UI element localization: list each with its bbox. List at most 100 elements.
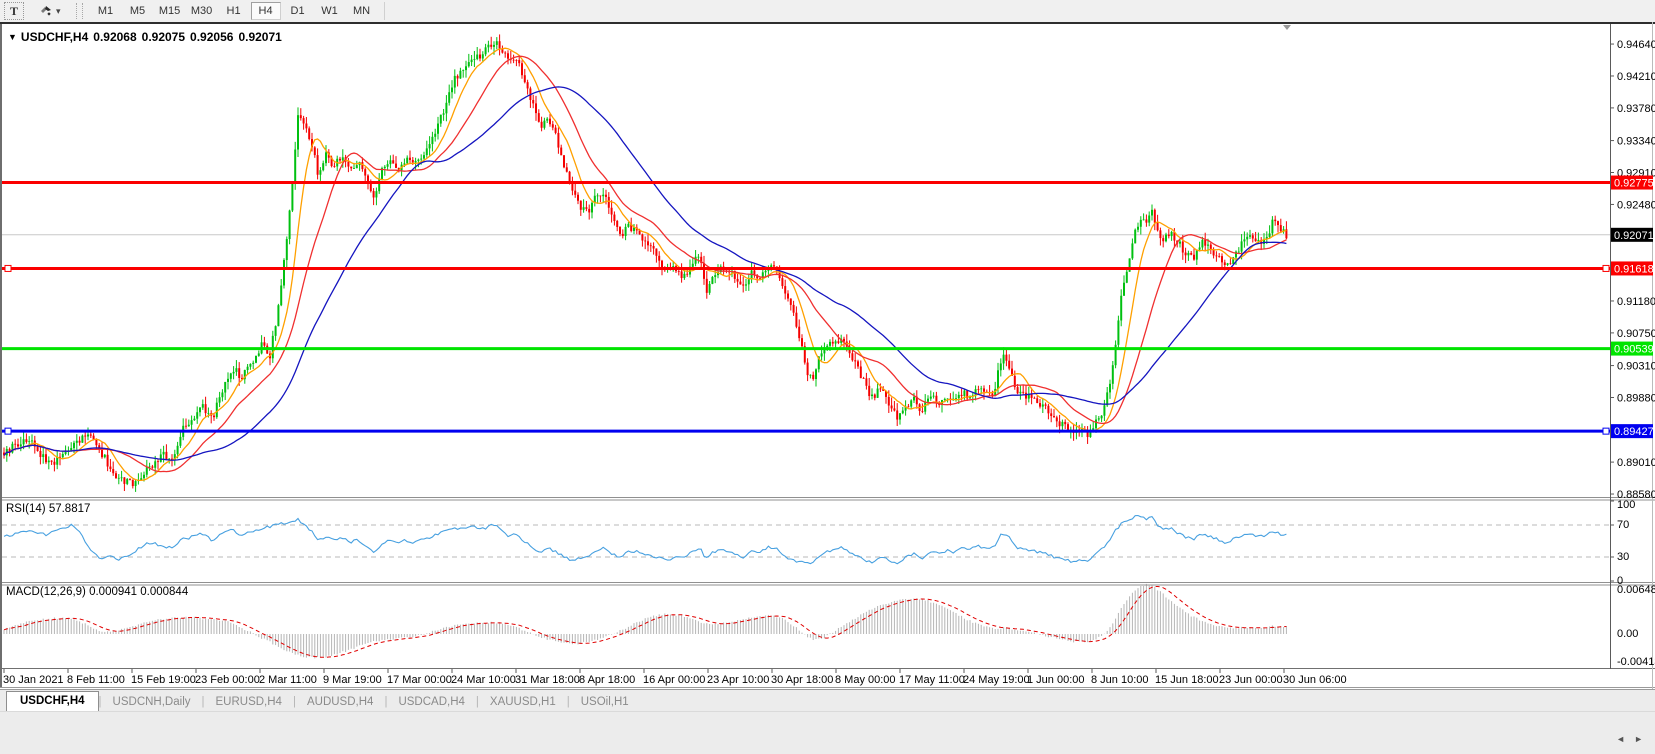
candle-body [789,298,792,305]
bottom-strip: ◄ ► [0,711,1655,754]
candle-body [711,276,714,284]
candle-body [171,458,173,460]
candle-body [963,390,966,396]
candle-body [683,273,686,279]
candle-body [241,377,243,380]
candle-body [70,448,73,452]
candle-body [621,233,624,236]
candle-body [574,190,577,195]
hline-handle[interactable] [1602,427,1610,435]
candle-body [1254,238,1257,242]
candle-body [588,208,591,213]
chart-left-border [0,24,2,687]
candle-body [434,133,437,137]
candle-body [81,435,84,443]
candle-body [801,338,803,347]
candle-body [1237,251,1240,253]
candle-body [179,436,182,446]
candle-body [112,469,115,474]
candle-body [616,220,619,227]
candle-body [1159,230,1162,239]
date-axis[interactable]: 30 Jan 2021 8 Feb 11:00 15 Feb 19:00 23 Feb… [3,669,1347,686]
candle-body [893,408,896,411]
chart-background [0,22,1655,689]
candle-body [983,388,985,392]
tab-scroll-right-icon[interactable]: ► [1634,734,1643,744]
candle-body [1190,252,1193,255]
candle-body [364,169,367,176]
candle-body [624,226,627,236]
candle-body [1027,394,1030,399]
candle-body [537,113,540,122]
candle-body [1120,295,1123,321]
chart-bottom-border [0,687,1655,688]
chart-canvas[interactable]: 0.946400.942100.937800.933400.929100.924… [0,22,1655,689]
candle-body [851,353,854,361]
candle-body [14,443,17,445]
candle-body [647,241,649,246]
chart-tab-eurusd-h4[interactable]: EURUSD,H4 [215,696,282,708]
arrows-dropdown-caret-icon[interactable]: ▾ [56,5,61,16]
timeframe-button-m30[interactable]: M30 [190,5,213,17]
hline-handle[interactable] [4,264,12,272]
chart-tab-usdcnh-daily[interactable]: USDCNH,Daily [112,696,191,708]
chart-tab-xauusd-h1[interactable]: XAUUSD,H1 [489,696,556,708]
candle-body [168,458,171,460]
chart-tabs-bar: USDCHF,H4 | USDCNH,Daily | EURUSD,H4 | AUDUSD,… [0,689,1655,712]
ohlc-close: 0.92071 [238,30,282,44]
candle-body [17,444,19,447]
candle-body [395,163,397,168]
candle-body [652,246,655,249]
hline-handle[interactable] [1602,264,1610,272]
chart-tab-usdcad-h4[interactable]: USDCAD,H4 [398,696,465,708]
timeframe-button-mn[interactable]: MN [352,5,371,17]
date-axis-label: 17 May 11:00 [899,674,965,686]
timeframe-button-w1[interactable]: W1 [321,5,338,17]
chart-tab-audusd-h4[interactable]: AUDUSD,H4 [306,696,374,708]
timeframe-button-h1[interactable]: H1 [226,5,241,17]
chart-tab-usdchf-h4[interactable]: USDCHF,H4 [6,691,99,712]
price-axis-label: 0.89880 [1617,392,1655,404]
candle-body [218,397,221,403]
chart-top-border [0,22,1655,24]
candle-body [946,398,949,400]
candle-body [694,256,697,264]
candle-body [285,239,288,261]
date-axis-label: 2 Mar 11:00 [259,674,317,686]
timeframe-button-m5[interactable]: M5 [129,5,146,17]
price-axis-label: 0.90750 [1617,328,1655,340]
hline-handle[interactable] [4,427,12,435]
timeframe-button-m15[interactable]: M15 [158,5,181,17]
candle-body [577,194,579,201]
current-price-tag [1611,227,1653,242]
candle-body [1047,405,1050,414]
macd-signal-line [3,586,1287,658]
candle-body [1195,249,1198,260]
timeframe-button-m1[interactable]: M1 [97,5,114,17]
candle-body [316,155,319,175]
tab-separator: | [292,696,296,708]
chart-tab-usoil-h1[interactable]: USOil,H1 [580,696,629,708]
ohlc-open: 0.92068 [93,30,137,44]
timeframe-toolbar: T ▾ M1 M5 M15 M30 H1 H4 D1 W1 MN [0,0,1655,23]
arrows-tool-button[interactable]: ▾ [33,2,66,20]
candle-body [1285,229,1288,239]
tab-scroll-left-icon[interactable]: ◄ [1616,734,1625,744]
price-axis[interactable]: 0.946400.942100.937800.933400.929100.924… [1610,39,1655,668]
candle-body [1181,241,1184,253]
timeframe-button-h4[interactable]: H4 [250,2,281,20]
candle-body [787,293,789,299]
candle-body [493,44,495,47]
candle-body [865,378,868,386]
candle-body [299,115,302,119]
hline-price-tag-label: 0.90539 [1614,344,1654,356]
text-tool-button[interactable]: T [4,2,24,20]
toolbar-separator [383,2,385,20]
candle-body [425,148,428,156]
timeframe-button-d1[interactable]: D1 [290,5,305,17]
candle-body [470,59,473,63]
candle-body [1271,219,1274,234]
candle-body [549,118,551,125]
candle-body [927,398,929,402]
toolbar-grip[interactable] [75,3,83,19]
